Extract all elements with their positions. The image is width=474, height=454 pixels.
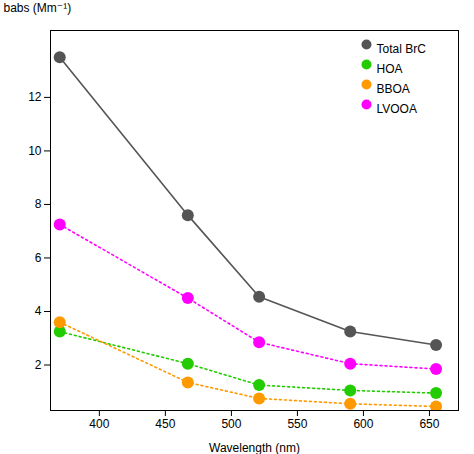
svg-text:550: 550 [287, 417, 307, 431]
svg-text:12: 12 [28, 90, 42, 104]
svg-text:LVOOA: LVOOA [377, 102, 417, 116]
svg-text:Total BrC: Total BrC [377, 42, 427, 56]
svg-text:babs (Mm⁻¹): babs (Mm⁻¹) [4, 1, 72, 15]
svg-text:450: 450 [155, 417, 175, 431]
svg-text:2: 2 [35, 358, 42, 372]
svg-text:8: 8 [35, 197, 42, 211]
svg-text:650: 650 [419, 417, 439, 431]
svg-text:Wavelength (nm): Wavelength (nm) [209, 441, 300, 454]
svg-text:BBOA: BBOA [377, 82, 410, 96]
svg-text:10: 10 [28, 144, 42, 158]
svg-text:500: 500 [221, 417, 241, 431]
svg-text:400: 400 [89, 417, 109, 431]
svg-text:600: 600 [353, 417, 373, 431]
svg-text:6: 6 [35, 251, 42, 265]
svg-text:4: 4 [35, 304, 42, 318]
svg-text:HOA: HOA [377, 62, 403, 76]
